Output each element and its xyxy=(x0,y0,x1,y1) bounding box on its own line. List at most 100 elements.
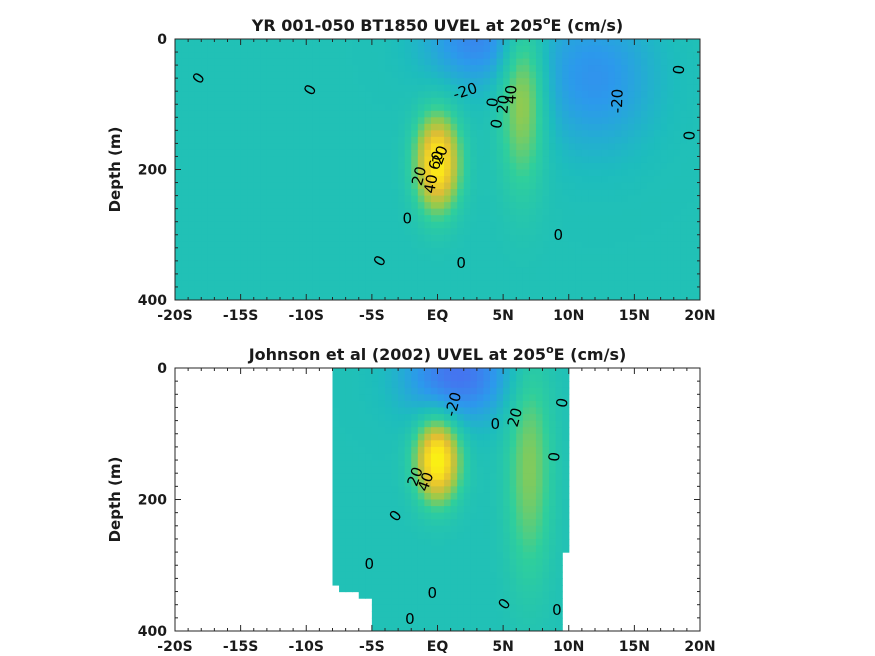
heatmap-cell xyxy=(503,591,511,599)
heatmap-cell xyxy=(614,97,622,105)
heatmap-cell xyxy=(345,440,353,448)
heatmap-cell xyxy=(273,97,281,105)
heatmap-cell xyxy=(286,143,294,151)
heatmap-cell xyxy=(253,130,261,138)
heatmap-cell xyxy=(490,558,498,566)
heatmap-cell xyxy=(601,260,609,268)
heatmap-cell xyxy=(529,381,537,389)
heatmap-cell xyxy=(640,293,649,300)
heatmap-cell xyxy=(371,123,380,131)
heatmap-cell xyxy=(352,473,360,481)
heatmap-cell xyxy=(339,545,347,553)
heatmap-cell xyxy=(470,273,478,282)
heatmap-cell xyxy=(417,71,425,79)
heatmap-cell xyxy=(562,78,570,86)
heatmap-cell xyxy=(463,479,471,487)
heatmap-cell xyxy=(457,387,465,395)
heatmap-cell xyxy=(240,117,248,125)
heatmap-cell xyxy=(332,110,340,118)
heatmap-cell xyxy=(595,97,603,105)
heatmap-cell xyxy=(509,260,517,268)
heatmap-cell xyxy=(260,221,268,229)
heatmap-cell xyxy=(555,604,563,612)
heatmap-cell xyxy=(509,58,517,66)
heatmap-cell xyxy=(430,228,439,236)
heatmap-cell xyxy=(306,136,314,145)
heatmap-cell xyxy=(490,123,498,131)
heatmap-cell xyxy=(345,84,353,92)
heatmap-cell xyxy=(378,486,386,494)
heatmap-cell xyxy=(522,78,530,86)
heatmap-cell xyxy=(430,374,439,382)
heatmap-cell xyxy=(365,78,373,86)
heatmap-cell xyxy=(273,39,281,47)
heatmap-cell xyxy=(450,558,458,566)
heatmap-cell xyxy=(430,387,439,395)
heatmap-cell xyxy=(424,598,432,606)
heatmap-cell xyxy=(378,394,386,402)
heatmap-cell xyxy=(496,45,504,53)
heatmap-cell xyxy=(490,110,498,118)
heatmap-cell xyxy=(286,130,294,138)
heatmap-cell xyxy=(398,427,406,435)
heatmap-cell xyxy=(345,176,353,184)
heatmap-cell xyxy=(686,143,695,151)
heatmap-cell xyxy=(319,195,327,203)
heatmap-cell xyxy=(417,466,425,474)
heatmap-cell xyxy=(240,260,248,268)
heatmap-cell xyxy=(457,374,465,382)
heatmap-cell xyxy=(227,293,235,300)
heatmap-cell xyxy=(273,273,281,282)
heatmap-cell xyxy=(398,453,406,461)
heatmap-cell xyxy=(595,293,603,300)
heatmap-cell xyxy=(680,78,688,86)
heatmap-cell xyxy=(562,202,570,210)
heatmap-cell xyxy=(358,558,366,566)
heatmap-cell xyxy=(516,58,524,66)
heatmap-cell xyxy=(490,280,498,288)
heatmap-cell xyxy=(470,368,478,376)
heatmap-cell xyxy=(391,499,399,507)
heatmap-cell xyxy=(627,110,635,118)
heatmap-cell xyxy=(529,45,537,53)
heatmap-cell xyxy=(181,280,189,288)
heatmap-cell xyxy=(470,433,478,441)
heatmap-cell xyxy=(391,104,399,112)
heatmap-cell xyxy=(188,176,196,184)
heatmap-cell xyxy=(529,368,537,376)
heatmap-cell xyxy=(496,400,504,409)
heatmap-cell xyxy=(181,78,189,86)
heatmap-cell xyxy=(227,215,235,223)
heatmap-cell xyxy=(483,466,491,474)
heatmap-cell xyxy=(483,176,491,184)
heatmap-cell xyxy=(293,91,301,99)
heatmap-cell xyxy=(398,512,406,520)
heatmap-cell xyxy=(352,414,360,422)
heatmap-cell xyxy=(444,156,452,164)
heatmap-cell xyxy=(509,110,517,118)
heatmap-cell xyxy=(404,149,412,158)
heatmap-cell xyxy=(640,234,649,242)
heatmap-cell xyxy=(365,65,373,73)
heatmap-cell xyxy=(680,156,688,164)
heatmap-cell xyxy=(516,45,524,53)
heatmap-cell xyxy=(417,407,425,415)
heatmap-cell xyxy=(470,71,478,79)
heatmap-cell xyxy=(286,280,294,288)
heatmap-cell xyxy=(562,293,570,300)
heatmap-cell xyxy=(640,58,649,66)
heatmap-cell xyxy=(319,149,327,158)
heatmap-cell xyxy=(614,123,622,131)
heatmap-cell xyxy=(398,45,406,53)
heatmap-cell xyxy=(417,182,425,190)
heatmap-cell xyxy=(444,91,452,99)
heatmap-cell xyxy=(640,195,649,203)
heatmap-cell xyxy=(673,39,681,47)
heatmap-cell xyxy=(378,65,386,73)
heatmap-cell xyxy=(503,604,511,612)
heatmap-cell xyxy=(385,52,393,60)
heatmap-cell xyxy=(457,512,465,520)
heatmap-cell xyxy=(188,156,196,164)
heatmap-cell xyxy=(476,538,485,547)
heatmap-cell xyxy=(621,136,629,145)
